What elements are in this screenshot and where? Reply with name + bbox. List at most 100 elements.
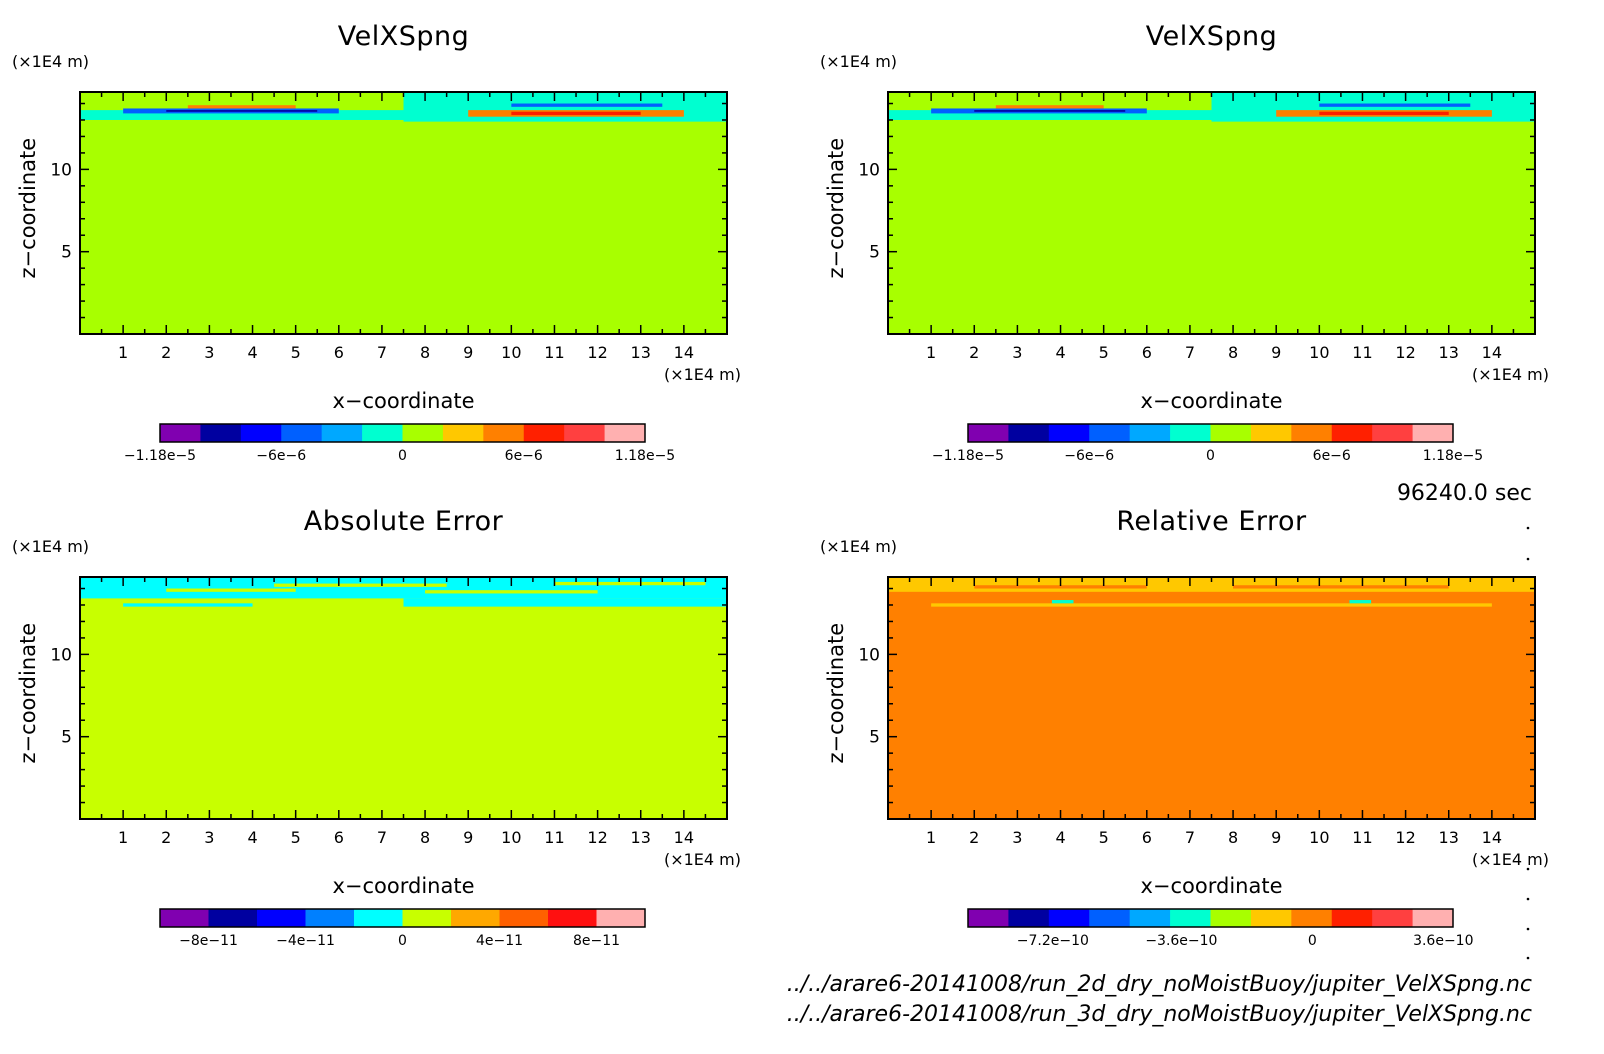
x-tick-label: 14 [1482,343,1502,362]
colorbar-swatch [362,424,403,442]
x-tick-label: 8 [1228,343,1238,362]
x-tick-label: 2 [161,343,171,362]
field-band [974,110,1126,112]
x-tick-label: 1 [926,828,936,847]
x-tick-label: 9 [1271,828,1281,847]
field-band [554,581,706,586]
colorbar-frame [967,423,1454,443]
colorbar-frame [159,423,646,443]
x-tick-label: 4 [1055,828,1065,847]
field-band [1051,600,1074,604]
colorbar-tick-label: −4e−11 [276,933,335,949]
y-unit-label: (×1E4 m) [12,52,89,71]
colorbar-swatch [305,909,355,927]
field-band [274,583,447,587]
x-tick-label: 12 [587,343,607,362]
y-axis-label: z−coordinate [16,623,40,764]
colorbar-swatch [1170,909,1211,927]
x-tick-label: 7 [1185,343,1195,362]
margin-dot [1526,526,1530,530]
x-axis-label: x−coordinate [332,874,474,898]
field-band [511,111,641,116]
x-tick-label: 12 [587,828,607,847]
colorbar-tick-label: 8e−11 [573,933,620,949]
field-band [166,588,296,592]
x-tick-label: 14 [674,828,694,847]
colorbar-swatch [1008,424,1050,442]
x-axis-label: x−coordinate [332,389,474,413]
colorbar-tick-label: −8e−11 [179,933,238,949]
x-tick-label: 3 [1012,828,1022,847]
colorbar-swatch [1089,909,1131,927]
colorbar-tick-label: 1.18e−5 [615,448,675,464]
colorbar-swatch [240,424,282,442]
x-tick-label: 3 [204,828,214,847]
chart-title: Absolute Error [304,506,504,537]
x-tick-label: 1 [118,343,128,362]
margin-dot [1526,867,1530,871]
x-tick-label: 6 [1142,828,1152,847]
x-tick-label: 1 [926,343,936,362]
x-tick-label: 7 [1185,828,1195,847]
colorbar-swatch [257,909,306,927]
colorbar-frame [159,908,646,928]
x-tick-label: 13 [631,343,651,362]
colorbar-tick-label: 0 [1206,448,1215,464]
colorbar-swatch [402,909,452,927]
colorbar-swatch [160,909,209,927]
x-unit-label: (×1E4 m) [1472,365,1549,384]
chart-title: VelXSpng [1146,21,1278,52]
y-axis-label: z−coordinate [16,138,40,279]
field-band [1233,585,1449,589]
x-tick-label: 12 [1395,828,1415,847]
colorbar: −7.2e−10 −3.6e−10 0 3.6e−10 [967,908,1474,949]
field-band [187,105,296,109]
chart-title: VelXSpng [338,21,470,52]
x-tick-label: 11 [544,828,564,847]
z-tick-label: 5 [869,243,880,263]
x-tick-label: 11 [544,343,564,362]
y-axis-label: z−coordinate [824,138,848,279]
colorbar-tick-label: 3.6e−10 [1413,933,1473,949]
margin-dot [1526,897,1530,901]
colorbar-swatch [596,909,646,927]
x-tick-label: 5 [291,343,301,362]
field-band [166,110,318,112]
colorbar-frame [967,908,1454,928]
field-band [931,603,1492,607]
x-tick-label: 4 [1055,343,1065,362]
x-tick-label: 10 [1309,343,1329,362]
x-unit-label: (×1E4 m) [664,850,741,869]
x-axis-label: x−coordinate [1140,389,1282,413]
colorbar-tick-label: 1.18e−5 [1423,448,1483,464]
chart-title: Relative Error [1116,506,1307,537]
x-tick-label: 10 [501,828,521,847]
x-tick-label: 3 [1012,343,1022,362]
x-tick-label: 7 [377,828,387,847]
colorbar-swatch [1170,424,1211,442]
colorbar-tick-label: 0 [1308,933,1317,949]
x-tick-label: 9 [1271,343,1281,362]
colorbar-swatch [968,424,1009,442]
colorbar-swatch [1412,909,1454,927]
margin-dot [1526,956,1530,960]
field-band [1319,103,1471,107]
field-band [511,103,663,107]
x-tick-label: 5 [291,828,301,847]
colorbar-swatch [499,909,549,927]
x-tick-label: 8 [420,828,430,847]
field-band [403,598,727,607]
colorbar-tick-label: −3.6e−10 [1145,933,1217,949]
x-tick-label: 13 [1439,343,1459,362]
colorbar: −8e−11 −4e−11 0 4e−11 8e−11 [159,908,646,949]
colorbar-swatch [1331,424,1373,442]
y-unit-label: (×1E4 m) [820,537,897,556]
colorbar-tick-label: 6e−6 [505,448,543,464]
colorbar-swatch [604,424,646,442]
y-axis-label: z−coordinate [824,623,848,764]
field-band [1319,111,1449,116]
field-background [80,92,727,334]
